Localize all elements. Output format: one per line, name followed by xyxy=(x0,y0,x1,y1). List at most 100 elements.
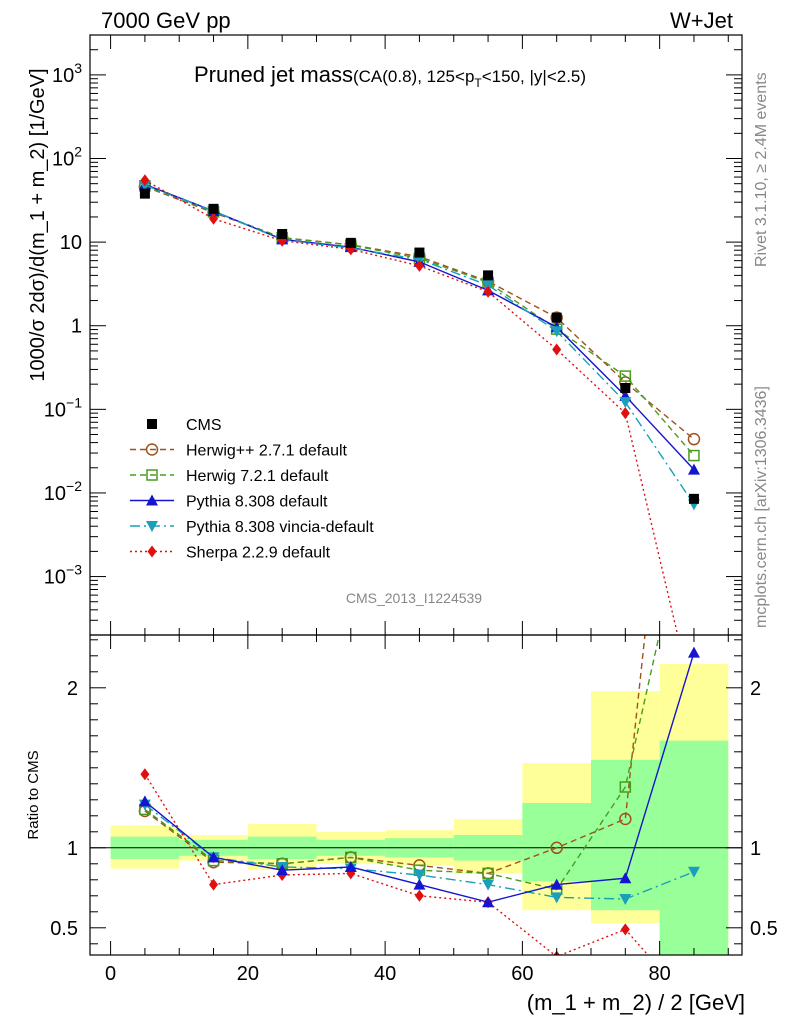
ratio-frame xyxy=(89,634,743,956)
ratio-point-herwig7 xyxy=(482,867,494,880)
y-tick-base: 10 xyxy=(60,232,82,254)
y-tick-label: 10−1 xyxy=(44,394,82,421)
y-tick-label: 10 xyxy=(60,232,82,254)
mcplots-label: mcplots.cern.ch [arXiv:1306.3436] xyxy=(753,386,770,628)
ratio-point-herwigpp xyxy=(688,170,699,181)
ratio-point-sherpa xyxy=(140,768,150,781)
y-axis-title: 1000/σ 2dσ)/d(m_1 + m_2) [1/GeV] xyxy=(27,68,49,381)
main-point-cms xyxy=(345,237,356,248)
y-tick-label: 1 xyxy=(71,316,82,338)
main-point-sherpa xyxy=(552,343,562,356)
x-tick-label: 0 xyxy=(105,963,116,985)
legend-label-herwigpp: Herwig++ 2.7.1 default xyxy=(186,443,348,460)
ratio-point-vincia xyxy=(687,866,700,878)
y-tick-exponent: −2 xyxy=(66,478,82,494)
main-line-herwig7 xyxy=(144,185,695,457)
main-point-sherpa xyxy=(209,212,219,225)
x-axis-title: (m_1 + m_2) / 2 [GeV] xyxy=(527,990,745,1015)
ratio-point-herwigpp xyxy=(619,812,632,826)
main-point-cms xyxy=(208,203,219,214)
y-tick-label: 103 xyxy=(52,60,82,87)
y-tick-base: 10 xyxy=(52,149,74,171)
main-point-sherpa xyxy=(620,407,630,420)
ratio-line-vincia xyxy=(144,804,695,900)
main-point-sherpa xyxy=(483,285,493,298)
ratio-point-herwigpp xyxy=(550,841,563,855)
main-point-vincia xyxy=(482,280,495,292)
ratio-point-sherpa xyxy=(209,878,219,891)
ratio-point-vincia xyxy=(619,894,632,905)
y-tick-label: 102 xyxy=(52,144,82,171)
legend-label-cms: CMS xyxy=(186,417,222,434)
analysis-id: CMS_2013_I1224539 xyxy=(346,590,482,606)
plot-title-sub-pre: (CA(0.8), 125<p xyxy=(353,67,474,86)
main-point-vincia xyxy=(550,326,563,338)
rivet-label: Rivet 3.1.10, ≥ 2.4M events xyxy=(753,72,770,267)
x-tick-label: 40 xyxy=(374,963,396,985)
legend-marker-herwig7 xyxy=(146,469,158,481)
plot-title: Pruned jet mass(CA(0.8), 125<pT<150, |y|… xyxy=(194,62,586,90)
main-point-sherpa xyxy=(414,259,424,272)
ratio-point-herwig7 xyxy=(689,475,699,485)
ratio-point-vincia xyxy=(550,892,563,904)
y-tick-exponent: 2 xyxy=(74,144,82,160)
main-line-pythia xyxy=(144,183,695,471)
y-tick-base: 10 xyxy=(44,483,66,505)
plot-title-main: Pruned jet mass xyxy=(194,62,353,87)
legend-label-pythia: Pythia 8.308 default xyxy=(186,494,328,511)
x-tick-label: 80 xyxy=(649,963,671,985)
ratio-point-pythia xyxy=(619,872,632,884)
y-tick-base: 10 xyxy=(44,399,66,421)
ratio-point-pythia xyxy=(207,851,220,863)
process-label: W+Jet xyxy=(670,8,733,33)
y-tick-label: 10−2 xyxy=(44,478,82,505)
ratio-y-tick-label-left: 1 xyxy=(67,838,78,860)
ratio-point-pythia xyxy=(138,795,151,807)
legend-marker-herwigpp xyxy=(145,443,159,456)
y-tick-exponent: −1 xyxy=(66,394,82,410)
ratio-y-tick-label-right: 0.5 xyxy=(750,918,778,940)
ratio-y-tick-label-left: 2 xyxy=(67,678,78,700)
legend-marker-vincia xyxy=(146,521,158,532)
main-point-cms xyxy=(620,382,631,393)
ratio-y-tick-label-left: 0.5 xyxy=(50,918,78,940)
legend-marker-cms xyxy=(147,419,157,429)
main-point-pythia xyxy=(687,463,700,475)
ratio-point-pythia xyxy=(687,646,700,658)
legend: CMS Herwig++ 2.7.1 default Herwig 7.2.1 de… xyxy=(130,417,374,562)
main-point-vincia xyxy=(619,397,632,409)
y-tick-base: 10 xyxy=(52,65,74,87)
main-point-herwigpp xyxy=(687,432,701,446)
ratio-series-layer xyxy=(138,170,700,955)
ratio-band-green xyxy=(591,759,660,911)
ratio-point-sherpa xyxy=(414,889,424,902)
legend-marker-pythia xyxy=(146,494,158,506)
legend-label-herwig7: Herwig 7.2.1 default xyxy=(186,468,329,485)
ratio-point-sherpa xyxy=(620,923,630,936)
main-point-cms xyxy=(688,493,699,504)
ratio-y-tick-label-right: 1 xyxy=(750,838,761,860)
legend-marker-sherpa xyxy=(147,545,157,558)
main-point-cms xyxy=(551,312,562,323)
y-tick-exponent: −3 xyxy=(66,562,82,578)
main-point-cms xyxy=(414,247,425,258)
ratio-point-herwig7 xyxy=(619,781,632,793)
main-point-cms xyxy=(483,270,494,281)
ratio-uncertainty-bands xyxy=(110,663,729,955)
energy-label: 7000 GeV pp xyxy=(101,8,231,33)
main-point-herwig7 xyxy=(688,449,700,462)
plot-title-sub-post: <150, |y|<2.5) xyxy=(482,67,586,86)
main-point-cms xyxy=(139,188,150,199)
x-tick-label: 20 xyxy=(237,963,259,985)
ratio-point-pythia xyxy=(482,896,495,908)
legend-label-vincia: Pythia 8.308 vincia-default xyxy=(186,519,374,536)
y-tick-base: 1 xyxy=(71,316,82,338)
ratio-point-pythia xyxy=(344,861,357,872)
x-tick-label: 60 xyxy=(511,963,533,985)
ratio-point-pythia xyxy=(413,878,426,890)
main-point-sherpa xyxy=(140,174,150,187)
ratio-y-axis-title: Ratio to CMS xyxy=(25,750,42,839)
ratio-point-vincia xyxy=(413,870,426,881)
ratio-point-pythia xyxy=(550,878,563,890)
